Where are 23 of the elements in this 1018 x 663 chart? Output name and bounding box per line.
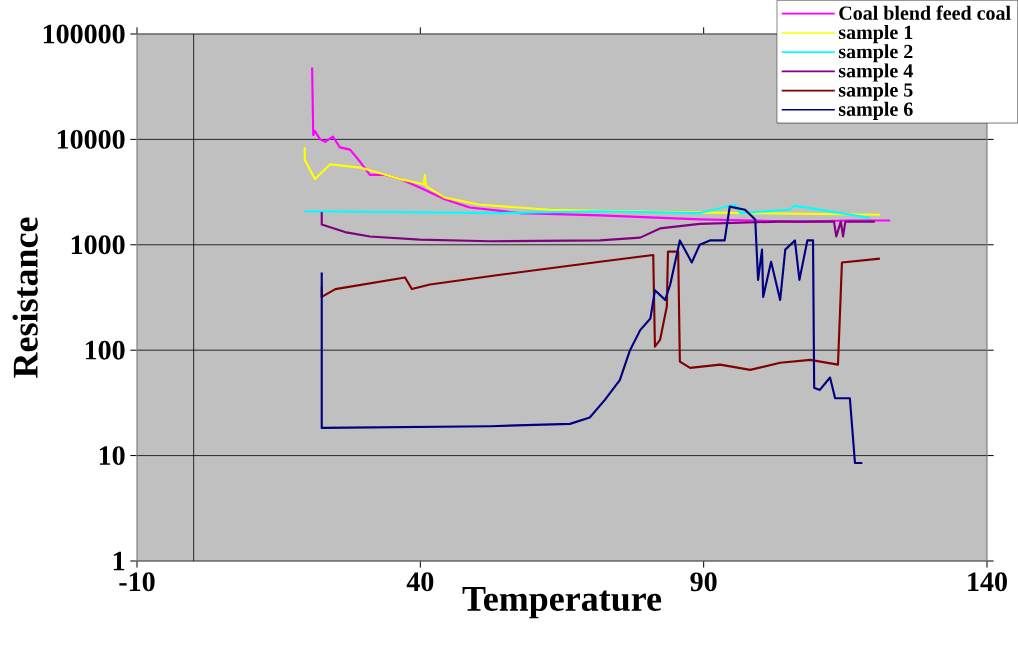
line-series [320,210,876,243]
line-series [320,250,881,371]
legend-label: sample 4 [838,63,913,82]
y-tick-label: 1000 [71,235,125,255]
x-tick-label: 40 [406,572,434,592]
y-axis-title: Resistance [12,217,38,378]
line-series [303,146,881,216]
legend-label: sample 6 [838,101,913,120]
x-tick-label: 90 [690,572,717,592]
y-tick-label: 10000 [57,129,125,149]
legend-label: sample 1 [838,25,913,44]
x-tick-label: 140 [968,572,1007,592]
y-tick-label: 10 [99,446,125,466]
x-tick-label: -10 [119,572,155,592]
y-tick-label: 1 [113,551,125,571]
line-series [303,203,871,219]
line-series [320,205,864,465]
y-tick-label: 100000 [43,24,125,44]
legend-label: sample 2 [838,44,913,63]
legend-label: sample 5 [838,82,913,101]
y-tick-label: 100 [85,340,125,360]
legend-label: Coal blend feed coal [839,5,1011,20]
x-axis-title: Temperature [462,587,662,619]
